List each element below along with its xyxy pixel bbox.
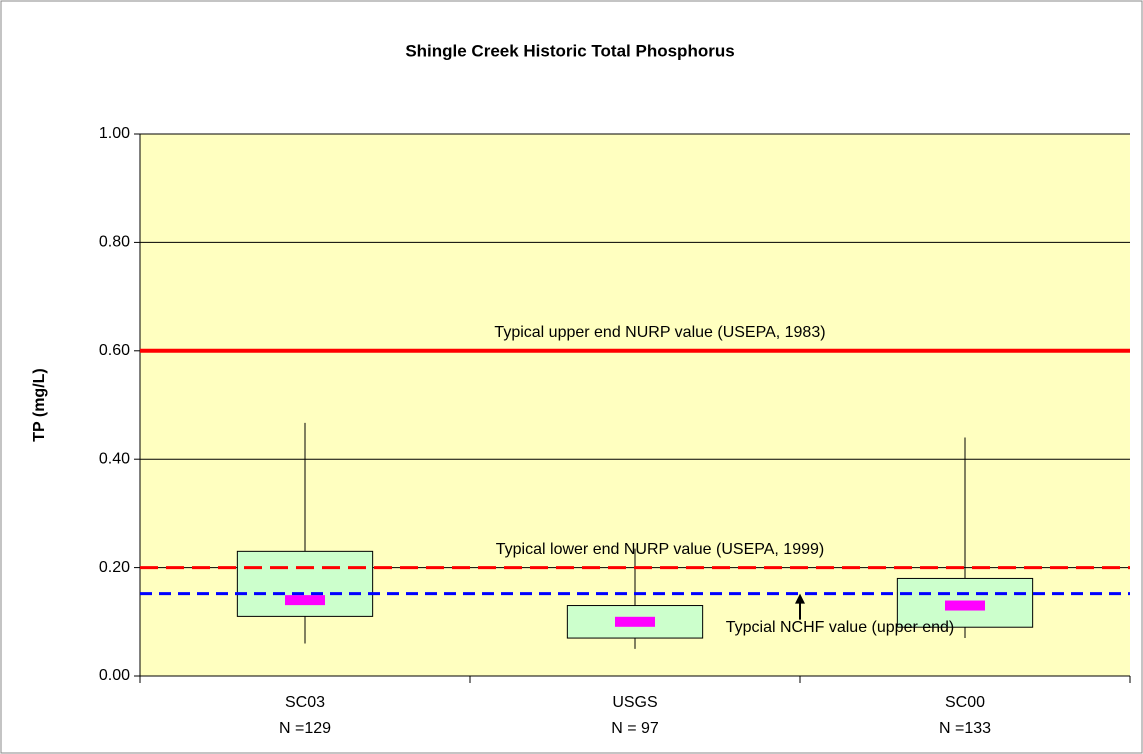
y-axis-label: TP (mg/L): [31, 368, 48, 441]
y-tick-label: 0.80: [99, 234, 130, 251]
y-tick-label: 0.60: [99, 342, 130, 359]
x-tick-label: SC03: [285, 694, 325, 711]
arrow-head: [795, 593, 805, 604]
x-tick-label: SC00: [945, 694, 985, 711]
reference-label: Typcial NCHF value (upper end): [726, 619, 955, 636]
y-tick-label: 0.00: [99, 667, 130, 684]
x-tick-label: USGS: [612, 694, 657, 711]
y-tick-label: 1.00: [99, 125, 130, 142]
n-label: N = 97: [611, 720, 659, 737]
n-label: N =133: [939, 720, 991, 737]
box: [896, 577, 1034, 628]
median: [615, 616, 655, 627]
median: [945, 600, 985, 611]
median: [285, 595, 325, 606]
reference-label: Typical upper end NURP value (USEPA, 198…: [494, 324, 825, 341]
chart-title: Shingle Creek Historic Total Phosphorus: [405, 41, 734, 60]
y-tick-label: 0.20: [99, 559, 130, 576]
reference-label: Typical lower end NURP value (USEPA, 199…: [496, 541, 824, 558]
n-label: N =129: [279, 720, 331, 737]
box: [236, 550, 374, 617]
y-tick-label: 0.40: [99, 450, 130, 467]
